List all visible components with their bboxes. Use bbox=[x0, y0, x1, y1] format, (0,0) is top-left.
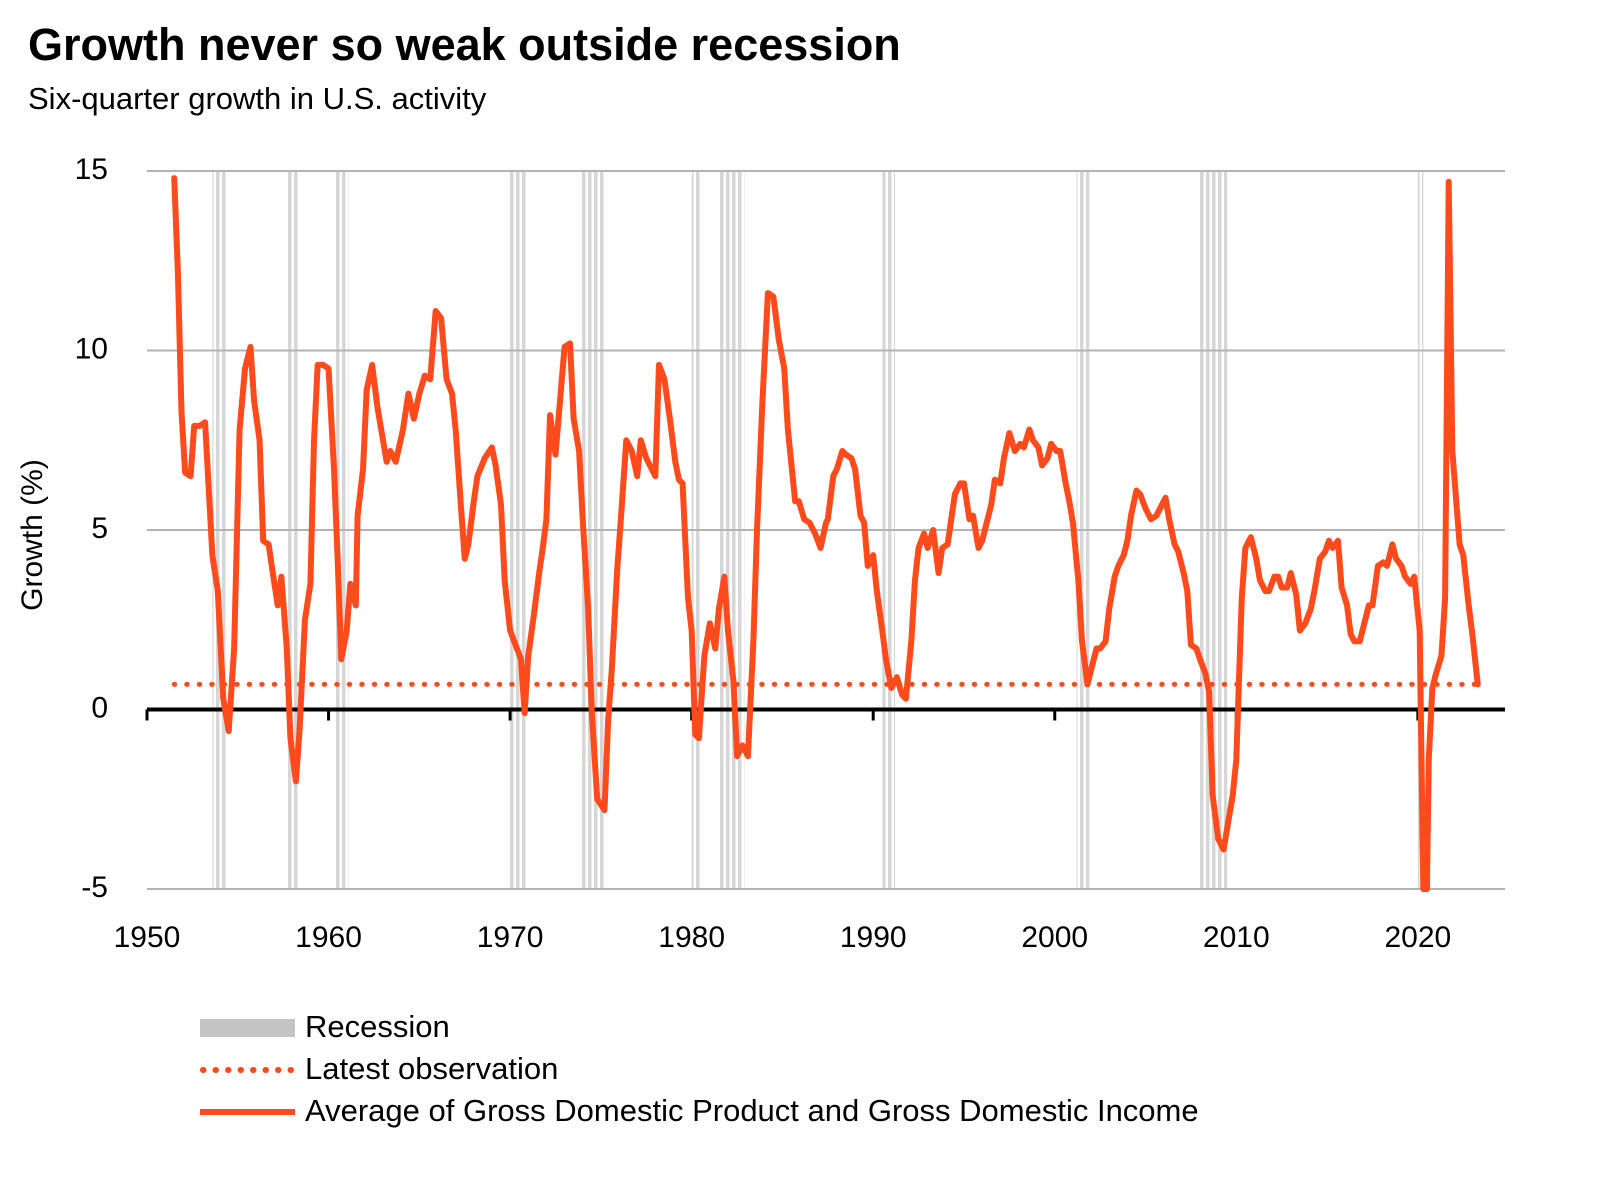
y-tick-label: 10 bbox=[75, 332, 108, 365]
x-tick-label: 1960 bbox=[295, 921, 362, 954]
x-tick-label: 1990 bbox=[840, 921, 907, 954]
y-tick-label: -5 bbox=[81, 871, 108, 904]
x-tick-label: 1950 bbox=[114, 921, 181, 954]
y-tick-label: 5 bbox=[91, 512, 108, 545]
x-tick-label: 1970 bbox=[477, 921, 544, 954]
y-tick-label: 0 bbox=[91, 691, 108, 724]
legend-swatch bbox=[200, 1019, 295, 1037]
data-line bbox=[171, 175, 1481, 892]
chart-subtitle: Six-quarter growth in U.S. activity bbox=[28, 81, 487, 116]
x-tick-label: 2000 bbox=[1021, 921, 1088, 954]
chart-title: Growth never so weak outside recession bbox=[28, 19, 901, 70]
y-tick-label: 15 bbox=[75, 153, 108, 186]
y-axis-label: Growth (%) bbox=[16, 459, 49, 611]
x-tick-label: 2010 bbox=[1203, 921, 1270, 954]
x-tick-label: 2020 bbox=[1384, 921, 1451, 954]
x-tick-label: 1980 bbox=[658, 921, 725, 954]
legend-label: Recession bbox=[305, 1009, 450, 1044]
legend-label: Average of Gross Domestic Product and Gr… bbox=[305, 1093, 1199, 1128]
legend-label: Latest observation bbox=[305, 1051, 558, 1086]
